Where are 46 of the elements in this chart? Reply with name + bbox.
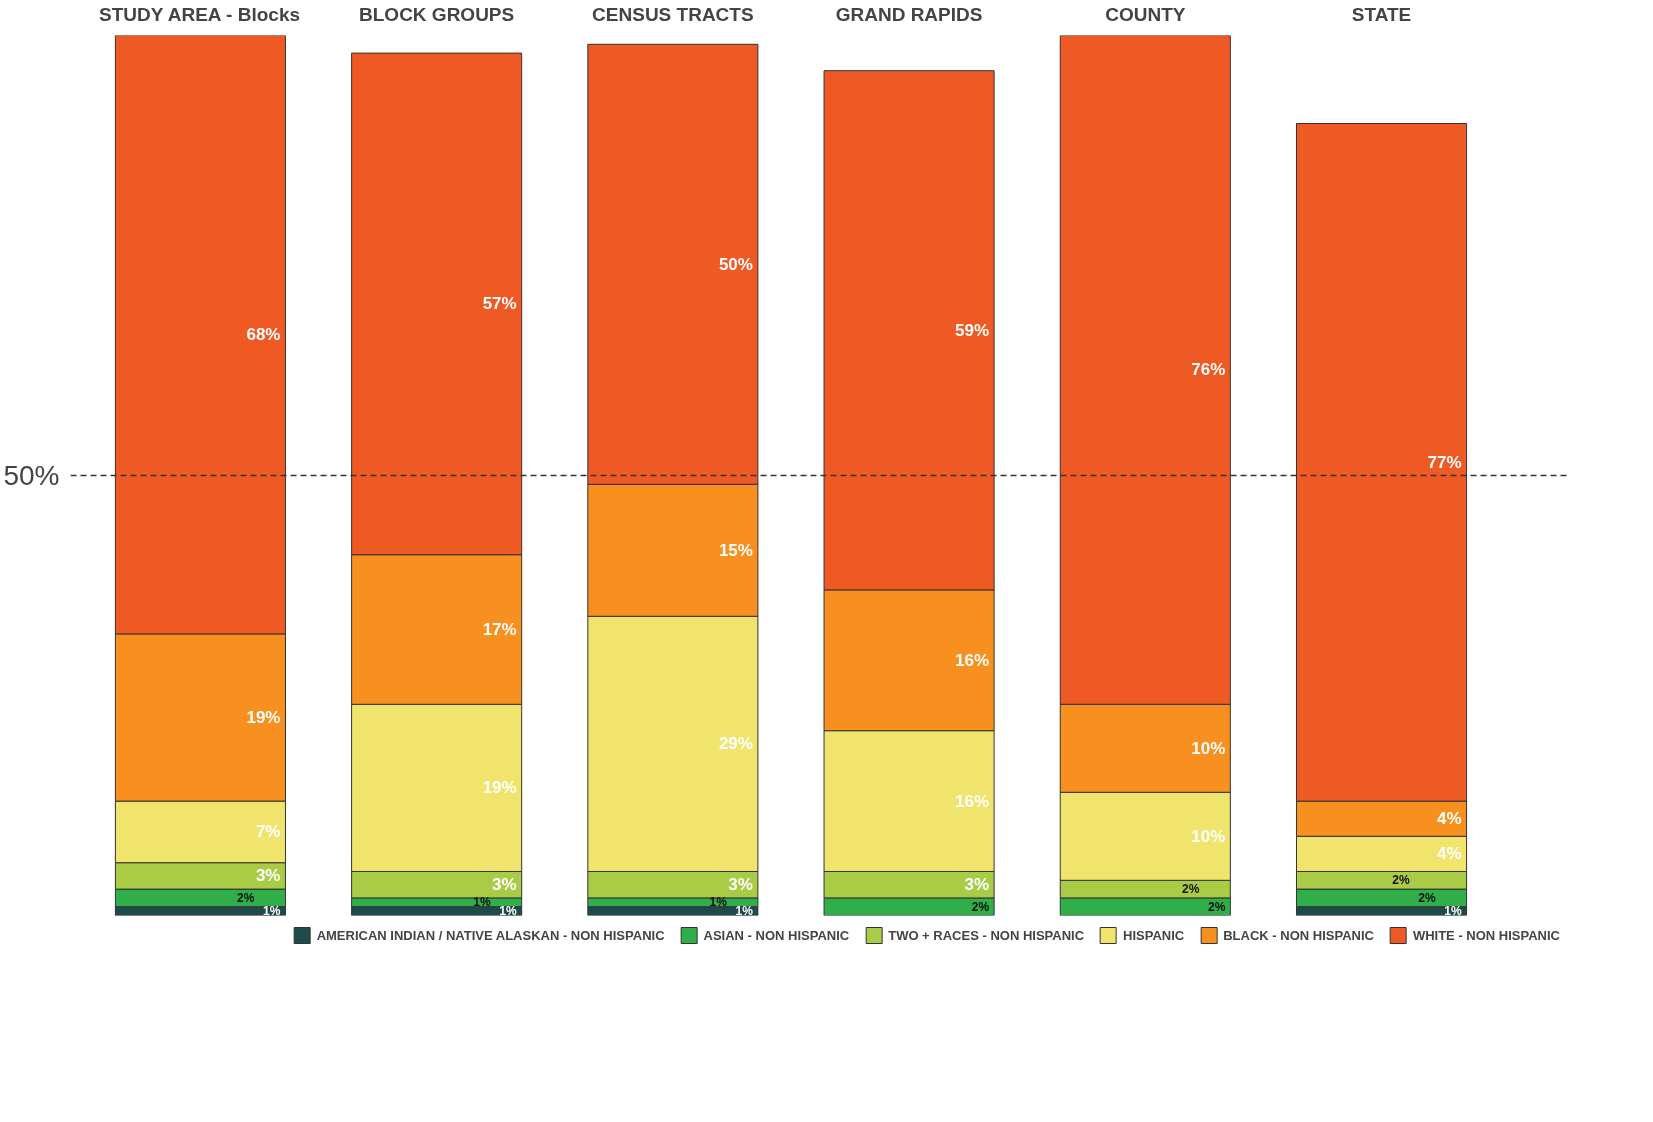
data-label: 1% <box>473 895 492 910</box>
data-label: 16% <box>955 650 990 670</box>
data-label: 3% <box>728 875 753 895</box>
data-label: 2% <box>1208 899 1226 914</box>
data-label: 10% <box>1191 738 1226 758</box>
data-label: 76% <box>1191 360 1226 380</box>
legend-label: HISPANIC <box>1123 927 1185 943</box>
legend-label: BLACK - NON HISPANIC <box>1223 927 1374 943</box>
data-label: 7% <box>255 822 281 842</box>
data-label: 19% <box>482 778 517 798</box>
data-label: 2% <box>1392 873 1410 888</box>
legend-label: TWO + RACES - NON HISPANIC <box>888 927 1085 943</box>
data-label: 4% <box>1436 809 1462 829</box>
data-label: 77% <box>1427 452 1462 472</box>
x-tick-label: STUDY AREA - Blocks <box>99 3 301 25</box>
x-tick-label: STATE <box>1351 3 1412 25</box>
data-label: 1% <box>263 904 281 919</box>
data-label: 1% <box>735 904 754 919</box>
x-tick-label: CENSUS TRACTS <box>592 3 754 25</box>
data-label: 16% <box>955 791 990 811</box>
data-label: 29% <box>718 734 753 754</box>
data-label: 57% <box>482 294 517 314</box>
data-label: 3% <box>255 866 281 886</box>
data-label: 10% <box>1191 826 1226 846</box>
data-label: 15% <box>718 540 753 560</box>
data-label: 17% <box>482 620 517 639</box>
data-label: 3% <box>492 875 517 895</box>
data-label: 1% <box>709 895 728 910</box>
data-label: 1% <box>1444 904 1462 919</box>
x-tick-label: GRAND RAPIDS <box>835 3 983 25</box>
data-label: 68% <box>246 325 281 345</box>
data-label: 3% <box>964 875 990 895</box>
data-label: 1% <box>499 904 518 919</box>
data-label: 2% <box>1418 890 1436 905</box>
legend-label: AMERICAN INDIAN / NATIVE ALASKAN - NON HISPANIC <box>316 927 665 943</box>
data-label: 2% <box>237 890 255 905</box>
legend-label: WHITE - NON HISPANIC <box>1412 927 1560 943</box>
legend-label: ASIAN - NON HISPANIC <box>703 927 850 943</box>
data-label: 2% <box>1182 882 1200 897</box>
data-label: 59% <box>955 320 990 340</box>
data-label: 19% <box>246 708 281 727</box>
x-tick-label: BLOCK GROUPS <box>359 3 515 25</box>
data-label: 2% <box>971 899 990 914</box>
data-label: 50% <box>718 254 753 274</box>
x-tick-label: COUNTY <box>1105 3 1186 25</box>
data-label: 4% <box>1436 844 1462 864</box>
